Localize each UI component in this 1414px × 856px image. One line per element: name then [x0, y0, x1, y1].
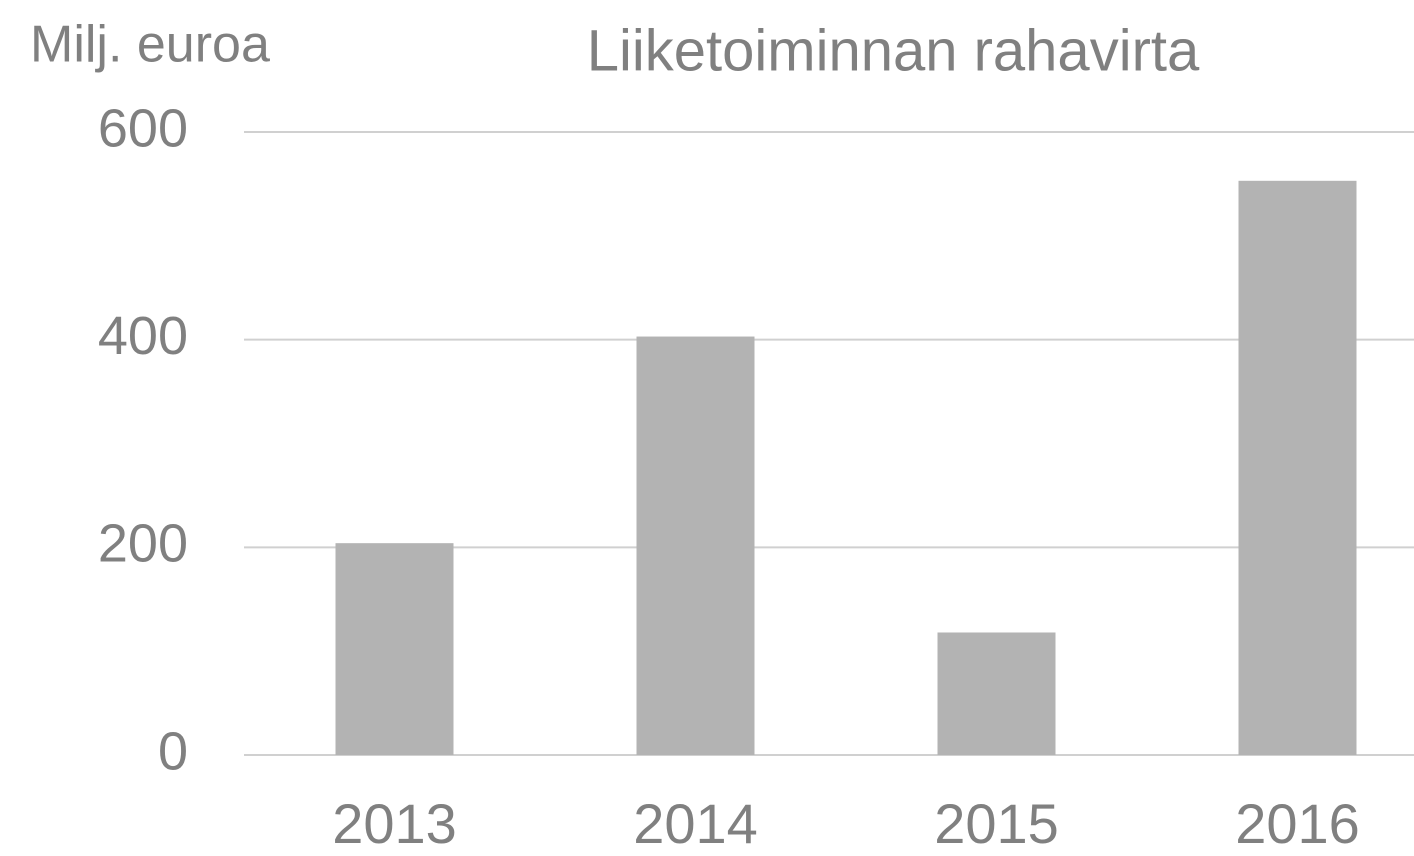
y-tick-label: 600 [98, 98, 188, 158]
y-tick-label: 200 [98, 514, 188, 574]
y-tick-label: 400 [98, 306, 188, 366]
x-tick-label: 2014 [633, 792, 758, 855]
bar [335, 543, 454, 755]
x-tick-label: 2015 [934, 792, 1059, 855]
bar [636, 336, 755, 755]
bar [1238, 180, 1357, 756]
chart-title: Liiketoiminnan rahavirta [587, 18, 1200, 83]
y-axis-label: Milj. euroa [30, 16, 270, 74]
x-tick-label: 2013 [332, 792, 457, 855]
bar [937, 632, 1056, 755]
y-tick-label: 0 [158, 721, 188, 781]
x-tick-label: 2016 [1235, 792, 1360, 855]
